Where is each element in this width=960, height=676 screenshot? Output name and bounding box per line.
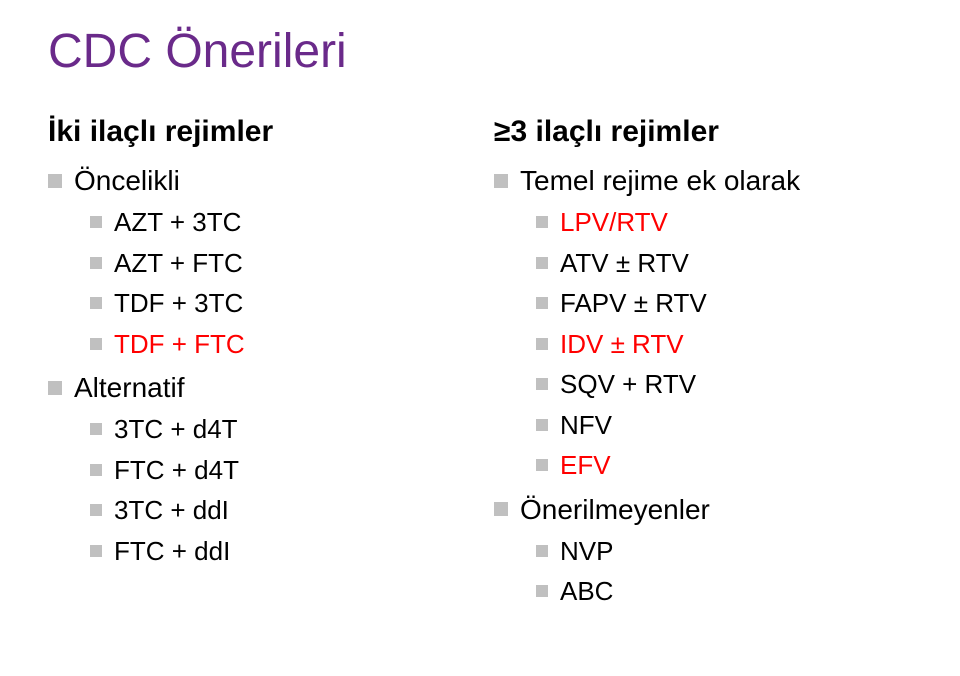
left-list: Öncelikli AZT + 3TC AZT + FTC TDF + 3TC … xyxy=(48,163,466,567)
bullet-icon xyxy=(90,545,102,557)
bullet-icon xyxy=(90,423,102,435)
right-group-1: Önerilmeyenler NVP ABC xyxy=(494,492,912,608)
list-item: ATV ± RTV xyxy=(560,247,689,280)
bullet-icon xyxy=(494,502,508,516)
bullet-icon xyxy=(536,419,548,431)
left-group-0: Öncelikli AZT + 3TC AZT + FTC TDF + 3TC … xyxy=(48,163,466,360)
bullet-icon xyxy=(536,585,548,597)
bullet-icon xyxy=(536,297,548,309)
list-item: 3TC + ddI xyxy=(114,494,229,527)
list-item: 3TC + d4T xyxy=(114,413,238,446)
bullet-icon xyxy=(536,257,548,269)
list-item: FTC + d4T xyxy=(114,454,239,487)
left-group-1-items: 3TC + d4T FTC + d4T 3TC + ddI FTC + ddI xyxy=(48,413,466,567)
bullet-icon xyxy=(90,338,102,350)
bullet-icon xyxy=(90,216,102,228)
left-heading: İki ilaçlı rejimler xyxy=(48,115,466,149)
list-item: FAPV ± RTV xyxy=(560,287,707,320)
list-item: SQV + RTV xyxy=(560,368,696,401)
right-heading: ≥3 ilaçlı rejimler xyxy=(494,115,912,149)
right-group-1-label: Önerilmeyenler xyxy=(520,492,710,527)
bullet-icon xyxy=(48,381,62,395)
bullet-icon xyxy=(536,545,548,557)
bullet-icon xyxy=(536,338,548,350)
list-item: FTC + ddI xyxy=(114,535,230,568)
list-item: LPV/RTV xyxy=(560,206,668,239)
left-group-0-label: Öncelikli xyxy=(74,163,180,198)
bullet-icon xyxy=(536,216,548,228)
bullet-icon xyxy=(90,504,102,516)
list-item: NFV xyxy=(560,409,612,442)
columns: İki ilaçlı rejimler Öncelikli AZT + 3TC … xyxy=(48,115,912,618)
list-item: AZT + 3TC xyxy=(114,206,241,239)
right-list: Temel rejime ek olarak LPV/RTV ATV ± RTV… xyxy=(494,163,912,608)
slide-title: CDC Önerileri xyxy=(48,20,912,79)
bullet-icon xyxy=(90,464,102,476)
left-group-1-label: Alternatif xyxy=(74,370,185,405)
left-column: İki ilaçlı rejimler Öncelikli AZT + 3TC … xyxy=(48,115,466,618)
bullet-icon xyxy=(90,257,102,269)
bullet-icon xyxy=(536,378,548,390)
right-group-0-items: LPV/RTV ATV ± RTV FAPV ± RTV IDV ± RTV S… xyxy=(494,206,912,482)
list-item: AZT + FTC xyxy=(114,247,243,280)
right-group-1-items: NVP ABC xyxy=(494,535,912,608)
right-group-0-label: Temel rejime ek olarak xyxy=(520,163,800,198)
left-group-0-items: AZT + 3TC AZT + FTC TDF + 3TC TDF + FTC xyxy=(48,206,466,360)
right-column: ≥3 ilaçlı rejimler Temel rejime ek olara… xyxy=(494,115,912,618)
bullet-icon xyxy=(48,174,62,188)
list-item: NVP xyxy=(560,535,613,568)
list-item: TDF + FTC xyxy=(114,328,245,361)
right-group-0: Temel rejime ek olarak LPV/RTV ATV ± RTV… xyxy=(494,163,912,482)
slide: CDC Önerileri İki ilaçlı rejimler Önceli… xyxy=(0,0,960,676)
bullet-icon xyxy=(494,174,508,188)
list-item: EFV xyxy=(560,449,611,482)
list-item: TDF + 3TC xyxy=(114,287,243,320)
left-group-1: Alternatif 3TC + d4T FTC + d4T 3TC + ddI… xyxy=(48,370,466,567)
bullet-icon xyxy=(536,459,548,471)
list-item: IDV ± RTV xyxy=(560,328,684,361)
list-item: ABC xyxy=(560,575,613,608)
bullet-icon xyxy=(90,297,102,309)
